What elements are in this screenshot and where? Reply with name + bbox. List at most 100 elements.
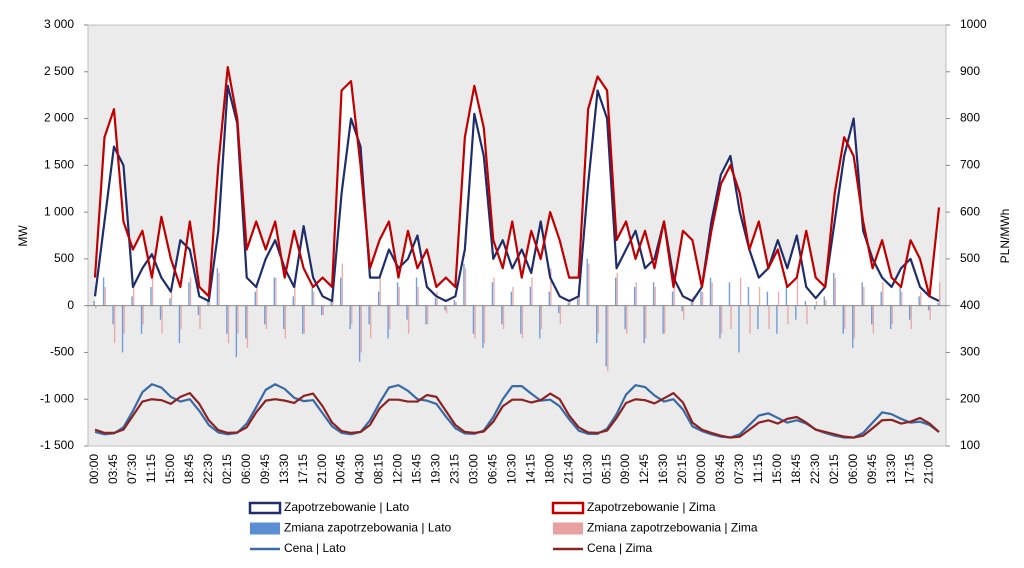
x-tick-label: 15:00: [163, 454, 177, 484]
bar: [891, 305, 893, 325]
y-tick-label: 0: [67, 298, 74, 312]
y-tick-label: 500: [54, 251, 74, 265]
y-tick-label: -1 000: [40, 391, 74, 405]
bar: [927, 305, 930, 311]
legend-marker: [248, 501, 282, 515]
bar: [825, 300, 827, 306]
bar: [284, 305, 287, 339]
bar: [474, 305, 476, 339]
bar: [254, 291, 257, 306]
y-tick-label: 2 000: [44, 111, 74, 125]
bar: [777, 291, 780, 306]
x-tick-label: 02:15: [827, 454, 841, 484]
bar: [738, 305, 740, 353]
bar: [112, 305, 114, 325]
bar: [341, 263, 343, 306]
x-tick-label: 07:30: [732, 454, 746, 484]
y-tick-label: 2 500: [44, 64, 74, 78]
bar: [616, 272, 618, 306]
bar: [351, 305, 353, 325]
x-tick-label: 02:15: [220, 454, 234, 484]
bar: [663, 305, 666, 334]
legend-marker: [250, 522, 280, 535]
bar: [626, 305, 628, 334]
bar: [436, 291, 438, 306]
bar: [501, 305, 503, 325]
bar: [550, 268, 552, 306]
bar: [235, 305, 238, 358]
x-tick-label: 12:00: [391, 454, 405, 484]
y-tick-label: 1 000: [44, 204, 74, 218]
bar: [406, 305, 408, 320]
x-tick-label: 06:00: [239, 454, 253, 484]
bar: [815, 300, 818, 306]
x-tick-label: 21:45: [561, 454, 575, 484]
bar: [569, 300, 571, 306]
bar: [245, 305, 247, 339]
bar: [159, 305, 162, 320]
x-tick-label: 21:00: [315, 454, 329, 484]
bar: [882, 282, 884, 306]
bar: [645, 305, 647, 339]
bar: [709, 277, 712, 306]
bar: [787, 305, 789, 325]
x-tick-label: 20:15: [675, 454, 689, 484]
bar: [768, 305, 770, 330]
bar: [700, 291, 702, 306]
bar: [464, 268, 467, 306]
y2-tick-label: 700: [960, 158, 980, 172]
x-tick-label: 14:15: [523, 454, 537, 484]
bar: [188, 282, 190, 306]
x-tick-label: 03:45: [106, 454, 120, 484]
bar: [596, 305, 598, 344]
bar: [673, 272, 675, 306]
bar: [728, 282, 731, 306]
bar: [339, 277, 342, 306]
bar: [226, 305, 228, 334]
bar: [690, 301, 693, 306]
bar: [910, 305, 912, 330]
bar: [844, 305, 846, 330]
bar: [303, 305, 306, 334]
y2-tick-label: 800: [960, 111, 980, 125]
bar: [823, 296, 826, 306]
bar: [889, 305, 892, 330]
x-tick-label: 07:30: [125, 454, 139, 484]
bar: [227, 305, 230, 344]
bar: [283, 305, 285, 330]
bar: [482, 305, 484, 348]
x-tick-label: 03:45: [713, 454, 727, 484]
bar: [379, 277, 381, 306]
bar: [614, 277, 617, 306]
bar: [95, 305, 97, 309]
bar: [123, 305, 125, 334]
bar: [512, 286, 514, 306]
line: [94, 392, 940, 439]
bar: [472, 305, 475, 334]
bar: [332, 300, 334, 306]
y2-axis-title: PLN/MWh: [998, 209, 1012, 264]
bar: [899, 286, 901, 306]
bar: [671, 291, 674, 306]
bar: [311, 286, 313, 306]
bar: [322, 305, 324, 316]
bar: [548, 291, 550, 306]
bar: [605, 305, 607, 367]
bar: [320, 305, 323, 316]
bar: [833, 272, 835, 306]
bar: [330, 301, 332, 306]
bar: [719, 305, 721, 339]
x-tick-label: 22:30: [808, 454, 822, 484]
y-tick-label: 3 000: [44, 17, 74, 31]
x-tick-label: 08:15: [372, 454, 386, 484]
y2-tick-label: 200: [960, 391, 980, 405]
x-tick-label: 06:45: [485, 454, 499, 484]
legend-label: Zapotrzebowanie | Lato: [284, 500, 410, 514]
bar: [415, 277, 418, 306]
bar: [275, 277, 277, 306]
x-tick-label: 19:30: [429, 454, 443, 484]
bar: [455, 301, 457, 306]
bar: [140, 305, 143, 334]
bar: [358, 305, 361, 362]
bar: [586, 258, 588, 306]
